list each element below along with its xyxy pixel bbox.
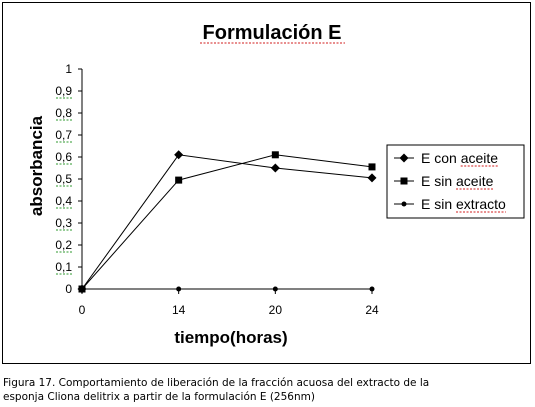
y-tick-label: 0,4 [55, 194, 72, 208]
data-point [367, 173, 377, 183]
legend-label: E con aceite [421, 150, 498, 166]
legend-entry: E con aceite [394, 150, 498, 167]
series-line [81, 154, 373, 290]
chart-title: Formulación E [203, 22, 342, 44]
legend-marker [400, 177, 408, 185]
series-line [81, 154, 373, 290]
caption-line-2: esponja Cliona delitrix a partir de la f… [3, 391, 315, 403]
y-tick-label: 0,3 [55, 216, 72, 230]
figure-caption: Figura 17. Comportamiento de liberación … [3, 376, 531, 404]
legend-entry: E sin extracto [394, 196, 506, 213]
caption-line-1: Figura 17. Comportamiento de liberación … [3, 377, 430, 389]
y-axis-ticks: 0 0,1 0,2 0,3 0,4 0,5 0,6 0,7 0,8 0,9 1 [55, 62, 82, 296]
series-2 [78, 151, 376, 293]
line-chart: Formulación E 00,10,20,30,40,50,60,70,80… [27, 22, 525, 347]
y-tick-label: 0,8 [55, 106, 72, 120]
legend-label: E sin aceite [421, 173, 494, 189]
y-tick-label: 0,5 [55, 172, 72, 186]
legend-marker [399, 153, 409, 163]
x-axis-ticks: 0 14 20 24 [79, 289, 379, 317]
x-tick-label: 24 [365, 303, 379, 317]
y-tick-label: 0,1 [55, 260, 72, 274]
legend-marker [401, 201, 407, 207]
data-point [272, 286, 278, 292]
x-tick-label: 0 [79, 303, 86, 317]
x-tick-label: 14 [172, 303, 186, 317]
legend: E con aceite E sin aceite E sin extracto [386, 144, 525, 219]
legend-items: E con aceite E sin aceite E sin extracto [394, 150, 506, 213]
legend-label: E sin extracto [421, 196, 506, 212]
y-tick-label: 0,2 [55, 238, 72, 252]
data-point [174, 150, 184, 160]
series-3 [79, 286, 375, 292]
data-point [271, 151, 279, 159]
y-axis-label: absorbancia [27, 115, 46, 216]
y-tick-label: 0,7 [55, 128, 72, 142]
data-point [368, 163, 376, 171]
x-tick-label: 20 [269, 303, 283, 317]
data-point [79, 286, 85, 292]
data-point [270, 163, 280, 173]
legend-entry: E sin aceite [394, 173, 494, 190]
y-tick-label: 0 [65, 282, 72, 296]
y-tick-label: 1 [65, 62, 72, 76]
series-layer [77, 150, 377, 294]
series-1 [77, 150, 377, 294]
y-tick-label: 0,6 [55, 150, 72, 164]
data-point [369, 286, 375, 292]
data-point [175, 176, 183, 184]
data-point [176, 286, 182, 292]
x-axis-label: tiempo(horas) [174, 328, 287, 347]
y-tick-label: 0,9 [55, 84, 72, 98]
